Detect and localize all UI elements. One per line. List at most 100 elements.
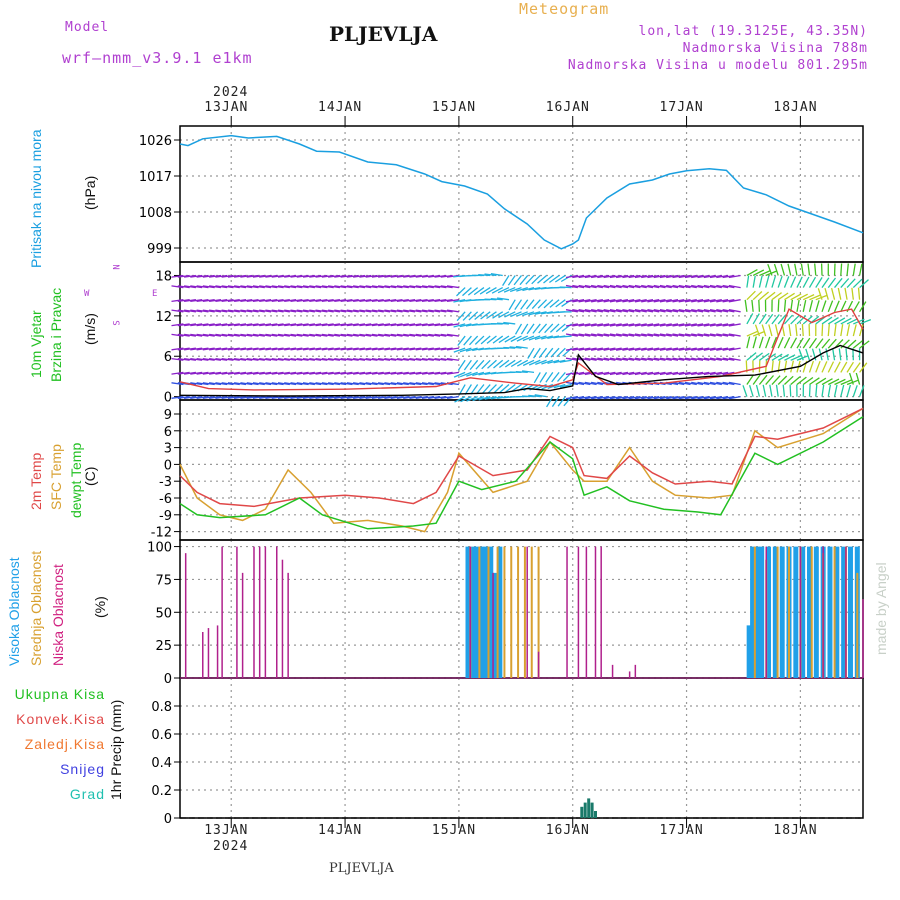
wind-arrow bbox=[722, 347, 735, 351]
wind-arrow bbox=[259, 371, 272, 375]
wind-arrow bbox=[672, 371, 685, 376]
wind-arrow bbox=[246, 274, 259, 278]
wind-arrow bbox=[852, 263, 856, 276]
wind-arrow bbox=[565, 284, 578, 289]
wind-arrow bbox=[221, 285, 234, 289]
wind-arrow bbox=[622, 284, 635, 289]
wind-arrow bbox=[746, 352, 757, 361]
wind-arrow bbox=[684, 323, 697, 327]
wind-arrow bbox=[666, 274, 679, 279]
wind-arrow bbox=[509, 286, 522, 293]
wind-arrow bbox=[365, 382, 378, 386]
wind-arrow bbox=[309, 347, 322, 351]
wind-arrow bbox=[421, 333, 434, 337]
wind-arrow bbox=[846, 384, 852, 397]
wind-arrow bbox=[284, 382, 297, 386]
wind-arrow bbox=[415, 274, 428, 278]
wind-arrow bbox=[852, 340, 864, 349]
wind-arrow bbox=[784, 375, 794, 385]
wind-arrow bbox=[578, 395, 591, 400]
bottom-date-label: 16JAN bbox=[545, 823, 590, 838]
wind-arrow bbox=[209, 309, 222, 313]
y-tick-label: 0.6 bbox=[151, 728, 172, 743]
wind-arrow bbox=[484, 273, 497, 277]
wind-arrow bbox=[378, 274, 391, 278]
wind-arrow bbox=[440, 371, 453, 375]
wind-arrow bbox=[534, 335, 547, 341]
wind-arrow bbox=[434, 395, 447, 399]
wind-arrow bbox=[590, 381, 604, 386]
wind-arrow bbox=[428, 285, 441, 289]
wind-arrow bbox=[777, 375, 788, 385]
wind-arrow bbox=[774, 324, 779, 337]
wind-arrow bbox=[446, 357, 459, 361]
wind-arrow bbox=[852, 324, 857, 337]
wind-arrow bbox=[609, 347, 622, 351]
wind-arrow bbox=[515, 370, 528, 374]
wind-arrow bbox=[603, 274, 616, 279]
wind-arrow bbox=[340, 395, 353, 399]
wind-arrow bbox=[846, 339, 857, 349]
wind-arrow bbox=[359, 395, 372, 399]
wind-arrow bbox=[653, 299, 666, 303]
wind-arrow bbox=[302, 274, 315, 278]
wind-arrow bbox=[678, 381, 691, 386]
wind-arrow bbox=[487, 359, 497, 369]
wind-arrow bbox=[340, 357, 353, 361]
wind-arrow bbox=[597, 347, 610, 351]
wind-arrow bbox=[697, 357, 710, 361]
wind-arrow bbox=[284, 323, 297, 327]
wind-arrow bbox=[603, 347, 616, 351]
wind-arrow bbox=[808, 300, 814, 312]
wind-arrow bbox=[302, 309, 315, 313]
wind-arrow bbox=[790, 276, 797, 288]
wind-arrow bbox=[384, 371, 397, 375]
wind-arrow bbox=[678, 274, 691, 279]
wind-arrow bbox=[378, 382, 391, 386]
wind-arrow bbox=[634, 323, 647, 327]
model-elevation-text: Nadmorska Visina u modelu 801.295m bbox=[567, 58, 868, 73]
wind-arrow bbox=[852, 301, 860, 313]
wind-arrow bbox=[821, 300, 827, 313]
wind-arrow bbox=[543, 299, 554, 309]
wind-arrow bbox=[409, 347, 422, 351]
wind-arrow bbox=[252, 347, 265, 351]
wind-arrow bbox=[628, 333, 641, 337]
wind-arrow bbox=[315, 371, 328, 375]
wind-arrow bbox=[240, 333, 253, 337]
wind-arrow bbox=[520, 323, 529, 335]
wind-arrow bbox=[277, 285, 290, 289]
wind-arrow bbox=[728, 395, 741, 400]
wind-arrow bbox=[321, 395, 334, 399]
wind-arrow bbox=[240, 299, 253, 303]
wind-arrow bbox=[840, 278, 850, 289]
wind-arrow bbox=[800, 263, 804, 276]
wind-arrow bbox=[446, 299, 459, 303]
wind-arrow bbox=[353, 333, 366, 337]
wind-arrow bbox=[378, 285, 391, 289]
wind-arrow bbox=[528, 286, 541, 291]
wind-arrow bbox=[396, 382, 409, 386]
wind-arrow bbox=[346, 371, 359, 375]
wind-arrow bbox=[227, 382, 240, 386]
wind-arrow bbox=[752, 352, 764, 361]
wind-arrow bbox=[697, 284, 710, 289]
wind-arrow bbox=[590, 274, 604, 279]
wind-arrow bbox=[709, 309, 722, 313]
wind-arrow bbox=[503, 321, 516, 325]
wind-arrow bbox=[572, 395, 585, 400]
wind-arrow bbox=[496, 322, 510, 325]
wind-arrow bbox=[215, 299, 228, 303]
wind-arrow bbox=[684, 357, 697, 361]
wind-arrow bbox=[703, 371, 716, 376]
wind-arrow bbox=[672, 323, 685, 327]
wind-arrow bbox=[590, 323, 604, 327]
wind-arrow bbox=[519, 275, 529, 286]
wind-arrow bbox=[290, 309, 303, 313]
wind-arrow bbox=[384, 309, 397, 313]
wind-arrow bbox=[697, 309, 710, 313]
wind-arrow bbox=[522, 286, 535, 292]
wind-arrow bbox=[798, 348, 804, 361]
wind-arrow bbox=[474, 311, 485, 320]
wind-arrow bbox=[246, 323, 259, 327]
